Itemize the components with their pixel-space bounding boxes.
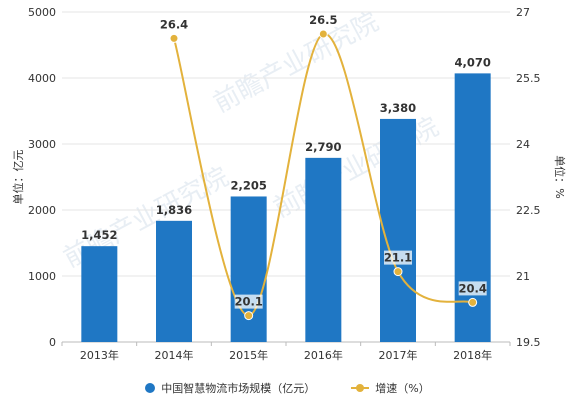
line-point — [244, 311, 254, 321]
legend-line-symbol — [351, 383, 370, 393]
line-label-bg — [234, 294, 263, 309]
bar-value-label: 1,836 — [156, 203, 192, 217]
line-point — [393, 267, 403, 277]
left-tick-label: 0 — [49, 336, 56, 349]
line-value-label: 26.5 — [309, 13, 337, 27]
legend-bar-label: 中国智慧物流市场规模（亿元） — [161, 382, 316, 395]
right-tick-label: 25.5 — [516, 72, 541, 85]
line-value-label: 20.4 — [458, 281, 486, 295]
watermark-text: 前瞻产业研究院 — [209, 7, 384, 119]
line-label-bg — [309, 13, 338, 27]
bar-value-label: 3,380 — [380, 101, 416, 115]
line-label-bg — [458, 281, 487, 296]
line-label-bg — [160, 17, 188, 32]
line-point — [468, 297, 478, 307]
x-tick-label: 2018年 — [453, 348, 492, 362]
bar — [454, 73, 491, 342]
line-value-label: 26.4 — [160, 17, 188, 31]
right-tick-label: 21 — [516, 270, 530, 283]
x-tick-label: 2016年 — [304, 348, 343, 362]
right-tick-label: 24 — [516, 138, 530, 151]
right-tick-label: 19.5 — [516, 336, 541, 349]
bar-value-label: 4,070 — [454, 55, 490, 69]
bar-value-label: 1,452 — [81, 228, 117, 242]
left-tick-label: 2000 — [28, 204, 56, 217]
left-axis: 0 1000 2000 3000 4000 5000 单位：亿元 — [11, 6, 56, 349]
bar — [305, 157, 342, 342]
legend-line-label: 增速（%） — [375, 382, 430, 395]
bar — [81, 246, 118, 342]
line-series: 26.4 20.1 26.5 21.1 20.4 — [160, 13, 487, 321]
x-tick-label: 2015年 — [229, 348, 268, 362]
legend-item-line: 增速（%） — [351, 380, 430, 396]
bar-value-label: 2,790 — [305, 140, 341, 154]
x-tick-label: 2013年 — [80, 348, 119, 362]
bar-series: 1,452 1,836 2,205 2,790 3,380 4,070 — [81, 55, 491, 342]
x-axis: 2013年 2014年 2015年 2016年 2017年 2018年 — [61, 341, 511, 362]
legend-bar-symbol — [145, 383, 156, 393]
right-tick-label: 27 — [516, 6, 530, 19]
x-tick-label: 2017年 — [379, 348, 418, 362]
right-axis-title: 单位：% — [553, 155, 567, 198]
legend: 中国智慧物流市场规模（亿元） 增速（%） — [0, 378, 575, 398]
left-tick-label: 1000 — [28, 270, 56, 283]
line-point — [318, 29, 328, 39]
left-tick-label: 5000 — [28, 6, 56, 19]
bar — [230, 196, 267, 342]
line-label-bg — [384, 250, 412, 265]
right-tick-label: 22.5 — [516, 204, 541, 217]
left-tick-label: 3000 — [28, 138, 56, 151]
right-axis: 19.5 21 22.5 24 25.5 27 单位：% — [516, 6, 567, 349]
line-value-label: 21.1 — [384, 251, 412, 265]
x-tick-label: 2014年 — [155, 348, 194, 362]
left-tick-label: 4000 — [28, 72, 56, 85]
legend-item-bar: 中国智慧物流市场规模（亿元） — [145, 380, 315, 396]
left-axis-title: 单位：亿元 — [11, 150, 25, 205]
bar — [380, 118, 416, 342]
line-point — [169, 33, 179, 43]
bar — [156, 220, 192, 342]
line-value-label: 20.1 — [234, 295, 262, 309]
bar-value-label: 2,205 — [230, 178, 266, 192]
